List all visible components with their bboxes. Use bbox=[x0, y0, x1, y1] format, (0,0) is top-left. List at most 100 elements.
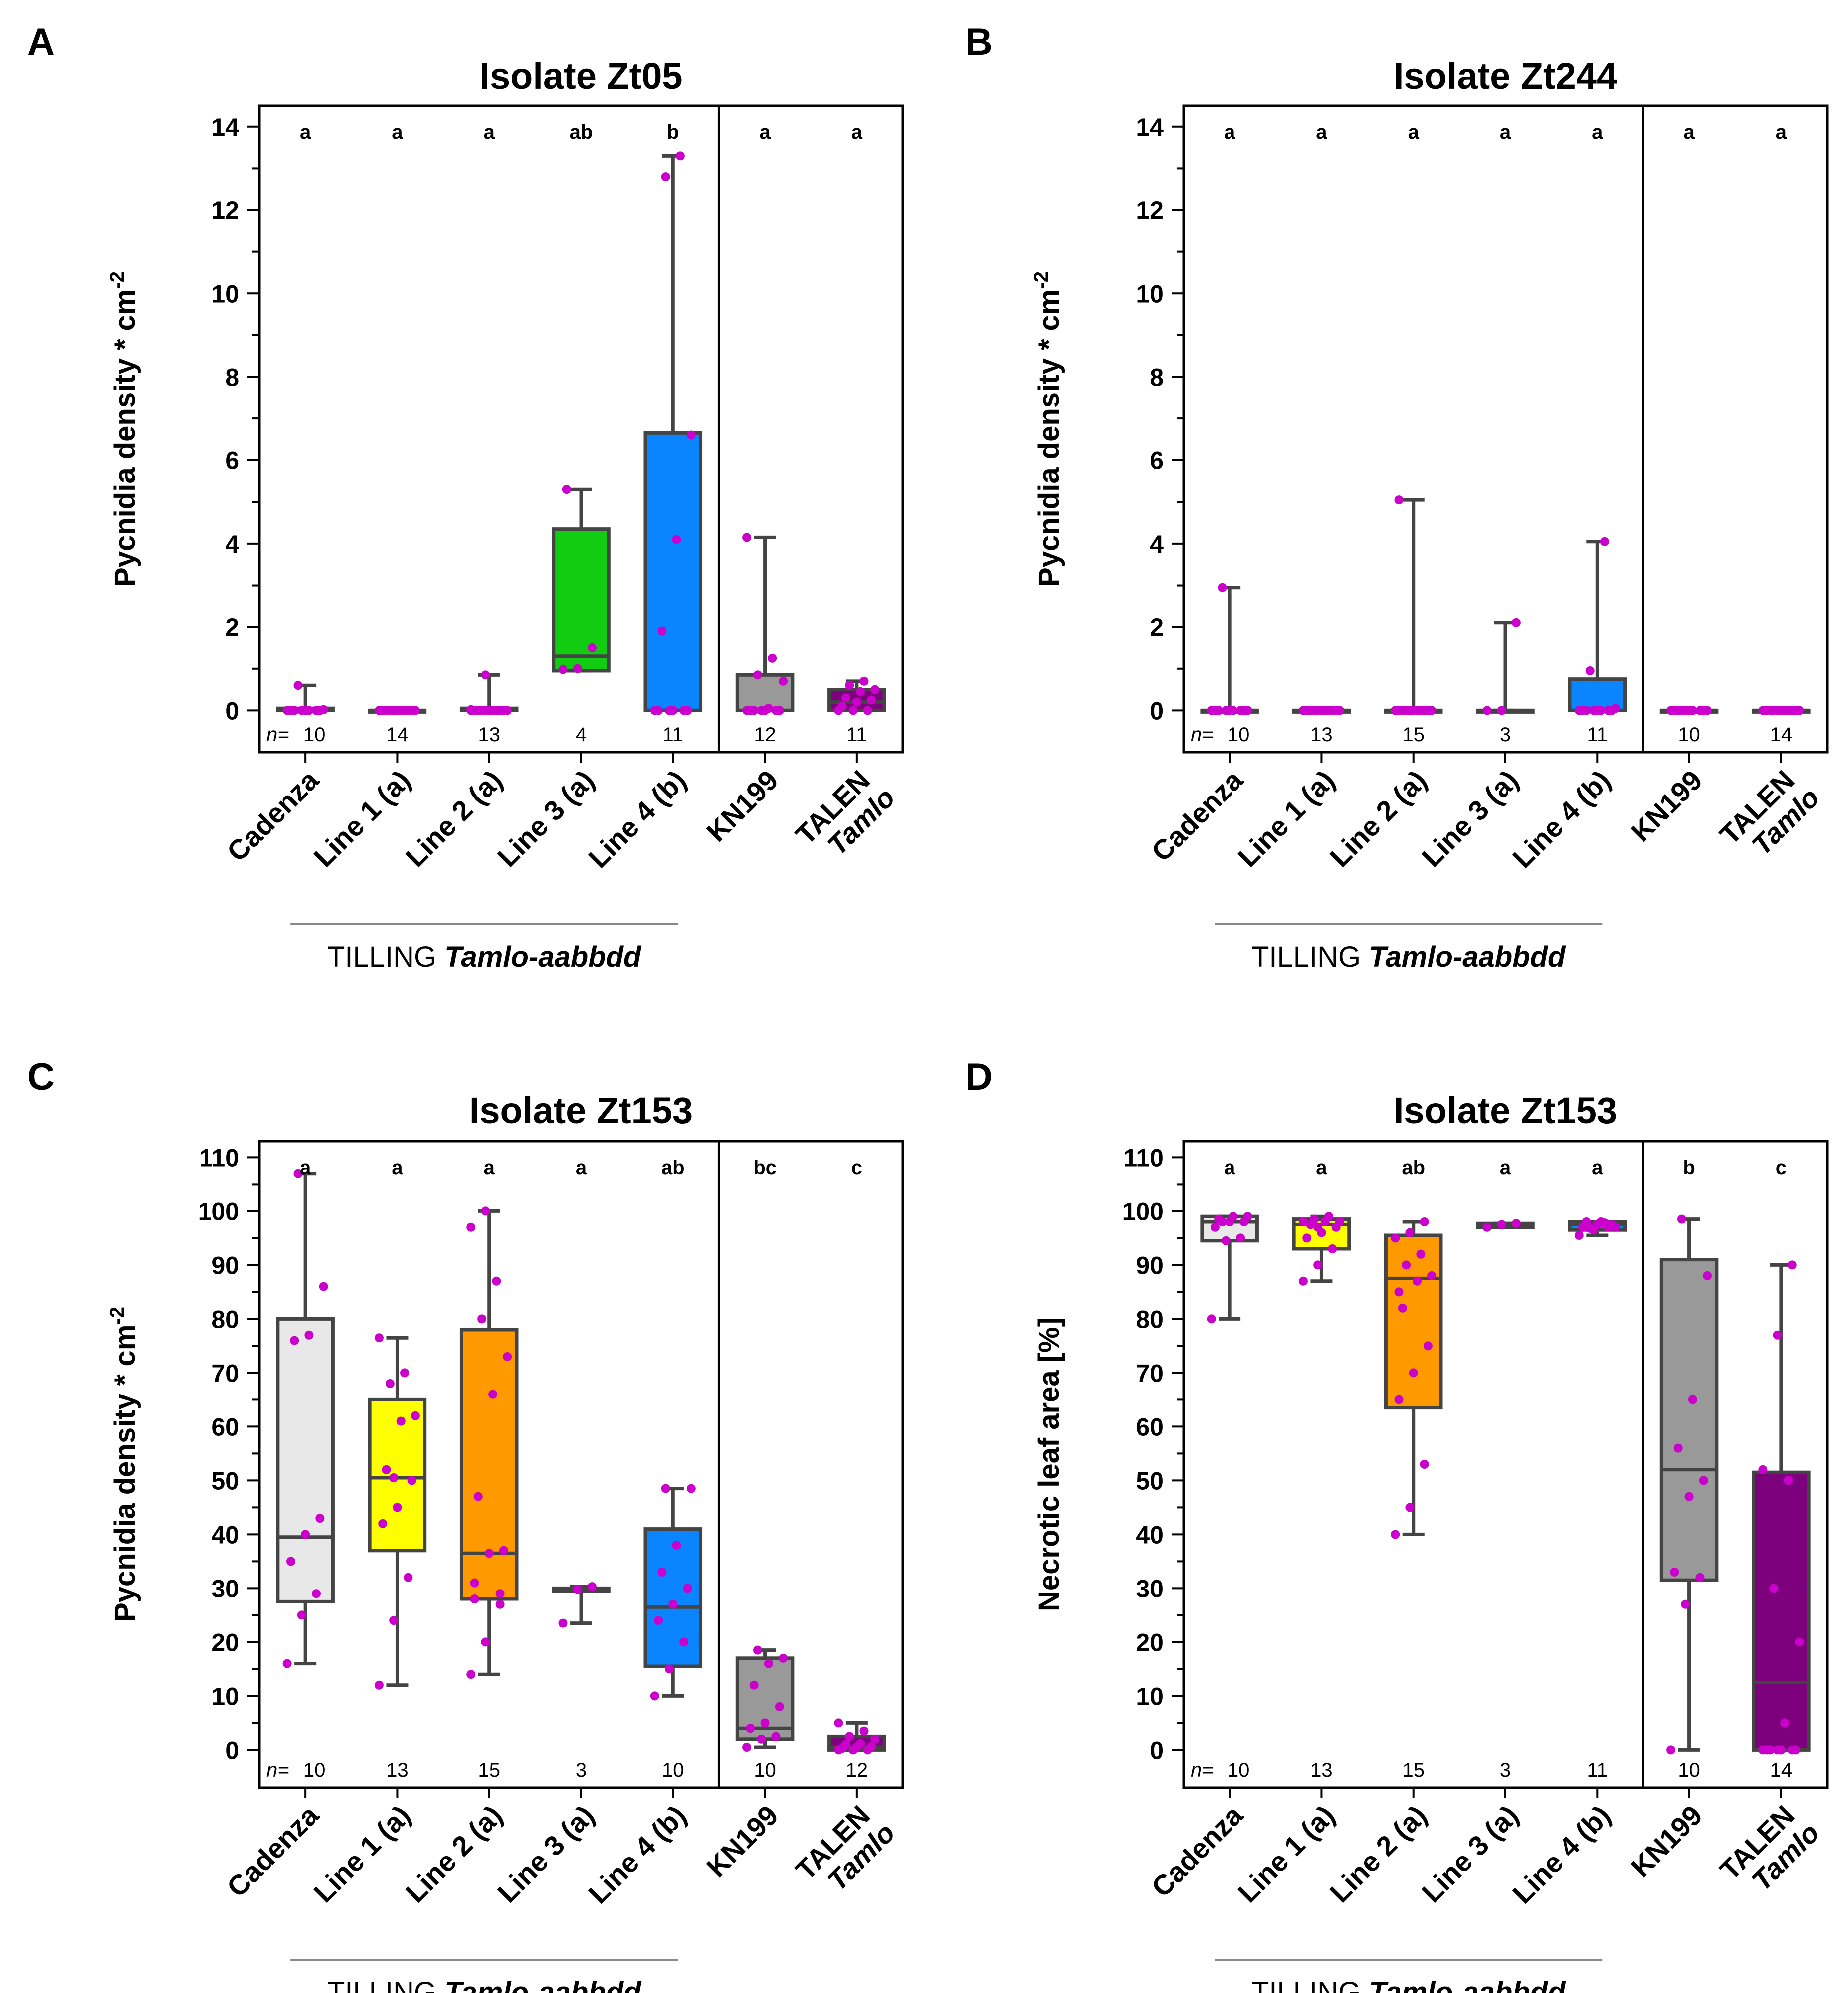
y-tick-label: 70 bbox=[211, 1359, 239, 1387]
y-tick-label: 8 bbox=[225, 363, 239, 391]
significance-letter: a bbox=[1592, 121, 1603, 143]
data-point bbox=[683, 706, 692, 715]
data-point bbox=[1409, 1368, 1418, 1378]
data-point bbox=[1784, 1476, 1793, 1485]
data-point bbox=[374, 1680, 384, 1690]
data-point bbox=[389, 706, 399, 715]
data-point bbox=[760, 1718, 770, 1728]
box-line-2-a: a 13 Line 2 (a) bbox=[400, 121, 519, 873]
data-point bbox=[488, 1390, 498, 1399]
data-point bbox=[1600, 537, 1609, 546]
data-point bbox=[686, 430, 696, 440]
significance-letter: ab bbox=[570, 121, 593, 143]
panel-letter: A bbox=[27, 21, 55, 63]
significance-letter: a bbox=[1592, 1157, 1603, 1179]
n-count: 3 bbox=[1500, 724, 1511, 746]
data-point bbox=[1313, 1222, 1323, 1232]
data-point bbox=[1218, 1217, 1227, 1226]
data-point bbox=[863, 706, 872, 715]
y-tick-label: 6 bbox=[225, 447, 239, 475]
data-point bbox=[1405, 1228, 1415, 1237]
significance-letter: a bbox=[1316, 121, 1327, 143]
x-tick-label: Line 4 (b) bbox=[582, 764, 692, 874]
data-point bbox=[1221, 1236, 1231, 1245]
data-point bbox=[764, 1659, 773, 1668]
data-point bbox=[573, 1585, 582, 1594]
data-point bbox=[1703, 1271, 1712, 1280]
data-point bbox=[775, 1702, 784, 1711]
y-tick-label: 8 bbox=[1150, 363, 1164, 391]
box-line-1-a: a 13 Line 1 (a) bbox=[1232, 121, 1351, 873]
significance-letter: b bbox=[1683, 1157, 1695, 1179]
data-point bbox=[562, 485, 571, 494]
y-axis-label: Pycnidia density * cm-2 bbox=[106, 271, 141, 587]
data-point bbox=[389, 1473, 399, 1482]
significance-letter: a bbox=[1683, 121, 1695, 143]
significance-letter: a bbox=[484, 1157, 495, 1179]
x-tick-label: Line 2 (a) bbox=[1324, 764, 1433, 873]
n-count: 10 bbox=[1228, 1759, 1250, 1781]
x-tick-label: Line 4 (b) bbox=[1506, 1799, 1617, 1910]
box bbox=[1384, 1233, 1443, 1410]
data-point bbox=[742, 1743, 752, 1752]
y-tick-label: 14 bbox=[1136, 113, 1164, 141]
data-point bbox=[587, 1582, 597, 1592]
box bbox=[276, 1317, 335, 1603]
data-point bbox=[650, 1691, 659, 1701]
data-point bbox=[393, 1503, 402, 1512]
x-tick-label: KN199 bbox=[700, 1799, 784, 1883]
data-point bbox=[1298, 706, 1308, 715]
data-point bbox=[834, 1718, 843, 1728]
y-tick-label: 20 bbox=[211, 1628, 239, 1656]
data-point bbox=[558, 665, 568, 674]
box-kn199: a 10 KN199 bbox=[1625, 121, 1719, 848]
x-tick-label: Line 4 (b) bbox=[1506, 764, 1617, 874]
data-point bbox=[407, 1476, 416, 1485]
data-point bbox=[466, 1222, 476, 1232]
data-point bbox=[1611, 704, 1620, 713]
data-point bbox=[503, 1352, 512, 1361]
data-point bbox=[837, 702, 847, 711]
data-point bbox=[845, 1732, 854, 1741]
y-tick-label: 90 bbox=[211, 1251, 239, 1279]
data-point bbox=[1302, 1233, 1312, 1243]
data-point bbox=[319, 1282, 328, 1291]
data-point bbox=[1214, 706, 1224, 715]
y-tick-label: 12 bbox=[211, 197, 239, 224]
significance-letter: ab bbox=[1402, 1157, 1425, 1179]
y-tick-label: 0 bbox=[225, 697, 239, 725]
data-point bbox=[1600, 1218, 1609, 1228]
y-tick-label: 50 bbox=[1136, 1467, 1164, 1495]
significance-letter: a bbox=[392, 121, 403, 143]
y-tick-label: 10 bbox=[1136, 1682, 1164, 1710]
x-tick-label: KN199 bbox=[1625, 1799, 1708, 1883]
n-count: 13 bbox=[1310, 1759, 1333, 1781]
box-line-1-a: a 13 Line 1 (a) bbox=[1232, 1157, 1351, 1908]
y-tick-label: 0 bbox=[225, 1736, 239, 1764]
n-count: 15 bbox=[1402, 724, 1425, 746]
data-point bbox=[1405, 706, 1415, 715]
x-tick-label: Line 4 (b) bbox=[582, 1799, 692, 1910]
data-point bbox=[290, 706, 299, 715]
significance-letter: a bbox=[1408, 121, 1420, 143]
data-point bbox=[1324, 706, 1334, 715]
significance-letter: a bbox=[300, 1157, 311, 1179]
data-point bbox=[473, 1492, 483, 1501]
data-point bbox=[1780, 1718, 1790, 1728]
data-point bbox=[1394, 1395, 1404, 1404]
x-tick-label: Line 3 (a) bbox=[1416, 1799, 1524, 1908]
y-tick-label: 6 bbox=[1150, 447, 1164, 475]
data-point bbox=[1420, 706, 1429, 715]
data-point bbox=[411, 1411, 420, 1420]
group-label: TILLING Tamlo-aabbdd bbox=[327, 941, 642, 973]
y-tick-label: 2 bbox=[1150, 613, 1164, 641]
y-tick-label: 2 bbox=[225, 613, 239, 641]
significance-letter: bc bbox=[753, 1157, 777, 1179]
data-point bbox=[477, 706, 487, 715]
significance-letter: a bbox=[1224, 121, 1235, 143]
data-point bbox=[859, 1726, 869, 1736]
n-count: 15 bbox=[478, 1759, 500, 1781]
n-count: 10 bbox=[1228, 724, 1250, 746]
n-prefix: n= bbox=[266, 724, 289, 746]
